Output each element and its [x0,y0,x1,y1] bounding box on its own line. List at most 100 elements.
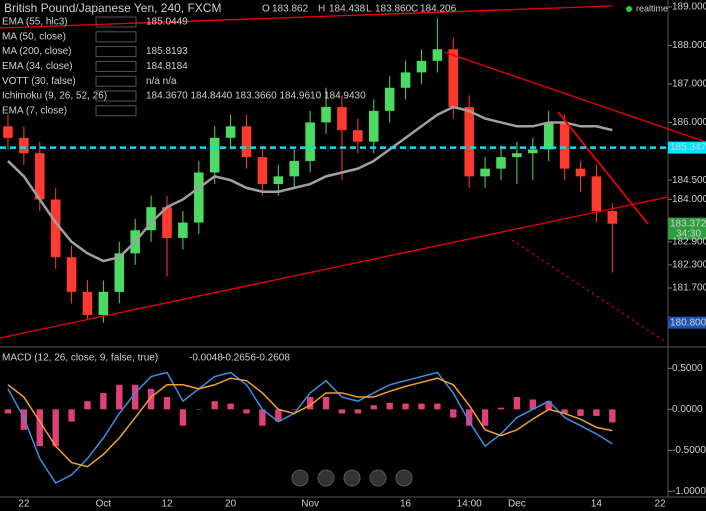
macd-readout: -0.0048 [189,353,223,364]
candle-body [464,107,474,177]
candle-body [384,87,395,111]
histogram-bar [147,388,155,410]
candle-body [19,137,29,154]
x-tick-label: 14 [591,499,603,510]
histogram-bar [386,402,393,410]
indicator-icons [95,75,137,87]
candle-body [368,110,379,142]
indicator-icons [95,105,137,117]
x-tick-label: 22 [18,499,30,510]
histogram-bar [306,397,314,410]
candle-body [66,257,77,292]
indicator-values: 185.0449 [146,17,188,28]
macd-title: MACD (12, 26, close, 9, false, true) [2,353,158,364]
histogram-bar [402,403,409,410]
candle-body [98,291,109,315]
candle-body [289,160,300,177]
indicator-icons [95,90,137,102]
candle-body [194,172,204,223]
indicator-values: 184.3670 184.8440 183.3660 184.9610 184.… [146,91,366,102]
candle-body [241,126,252,158]
histogram-bar [529,399,536,410]
histogram-bar [418,403,425,410]
histogram-bar [227,403,234,410]
indicator-name: EMA (55, hlc3) [2,17,68,28]
candle-body [480,168,490,177]
y-tick-label: 186.000 [672,117,706,128]
candle-body [353,130,363,142]
indicator-values: n/a n/a [146,76,177,87]
macd-readout: -0.2608 [256,353,290,364]
histogram-bar [545,401,552,410]
x-tick-label: 16 [400,499,412,510]
candle-body [34,153,45,200]
histogram-bar [100,392,107,410]
macd-legend: MACD (12, 26, close, 9, false, true) -0.… [2,353,290,364]
histogram-bar [116,384,123,410]
scroll-right-button[interactable] [395,469,413,487]
histogram-bar [577,409,584,416]
header: British Pound/Japanese Yen, 240, FXCM O … [4,1,668,15]
candle-body [257,157,268,185]
indicator-legend: EMA (55, hlc3) 185.0449 MA (50, close) MA (… [2,16,366,117]
x-tick-label: Nov [301,499,319,510]
candle-body [273,176,284,185]
indicator-values: 184.8184 [146,61,188,72]
zoom-controls [291,469,413,487]
scroll-left-button[interactable] [317,469,335,487]
reset-button[interactable] [343,469,361,487]
histogram-bar [243,409,250,414]
x-tick-label: Dec [508,499,526,510]
price-marker-label: 180.800 [670,317,706,328]
histogram-bar [481,409,489,426]
indicator-name: MA (200, close) [2,46,71,57]
indicator-icons [95,16,137,28]
zoom-in-button[interactable] [369,469,387,487]
status: realtime [636,3,668,13]
y-tick-label: 184.000 [672,194,706,205]
histogram-bar [513,397,521,410]
macd-readout: -0.2656 [222,353,256,364]
x-tick-label: 20 [225,499,237,510]
price-marker [668,141,706,154]
candle-body [607,211,618,224]
candle-body [448,49,459,108]
candle-body [591,176,602,212]
price-marker [668,217,706,240]
y-tick-label: 189.000 [672,2,706,13]
x-tick-label: 14:00 [457,499,482,510]
histogram-bar [338,409,346,414]
indicator-name: EMA (34, close) [2,61,73,72]
candle-body [305,122,315,161]
ohlc-value: 183.862 [272,4,309,15]
indicator-icons [95,31,137,43]
histogram-bar [275,409,282,422]
drawings [0,5,706,343]
macd-line [7,371,613,485]
histogram-bar [52,409,59,447]
histogram-bar [84,401,91,410]
candle-body [496,157,506,169]
y-tick-label: 187.000 [672,79,706,90]
histogram-bar [195,409,202,410]
zoom-out-button[interactable] [291,469,309,487]
histogram-bar [593,409,600,416]
candle-body [528,149,538,154]
candle-body [512,153,522,158]
ohlc-name: L [366,4,372,15]
candle-body [114,253,125,292]
price-marker-label: 185.347 [670,142,706,153]
candle-body [432,49,443,61]
candle-body [575,168,586,177]
indicator-name: EMA (7, close) [2,105,67,116]
candle-body [178,222,188,238]
y-tick-label: 184.500 [672,175,706,186]
candle-body [559,122,570,169]
histogram-bar [36,409,43,447]
price-marker [668,316,706,329]
candle-body [337,107,347,131]
macd-line [7,377,613,468]
candle-body [146,207,156,231]
histogram-bar [211,401,218,410]
